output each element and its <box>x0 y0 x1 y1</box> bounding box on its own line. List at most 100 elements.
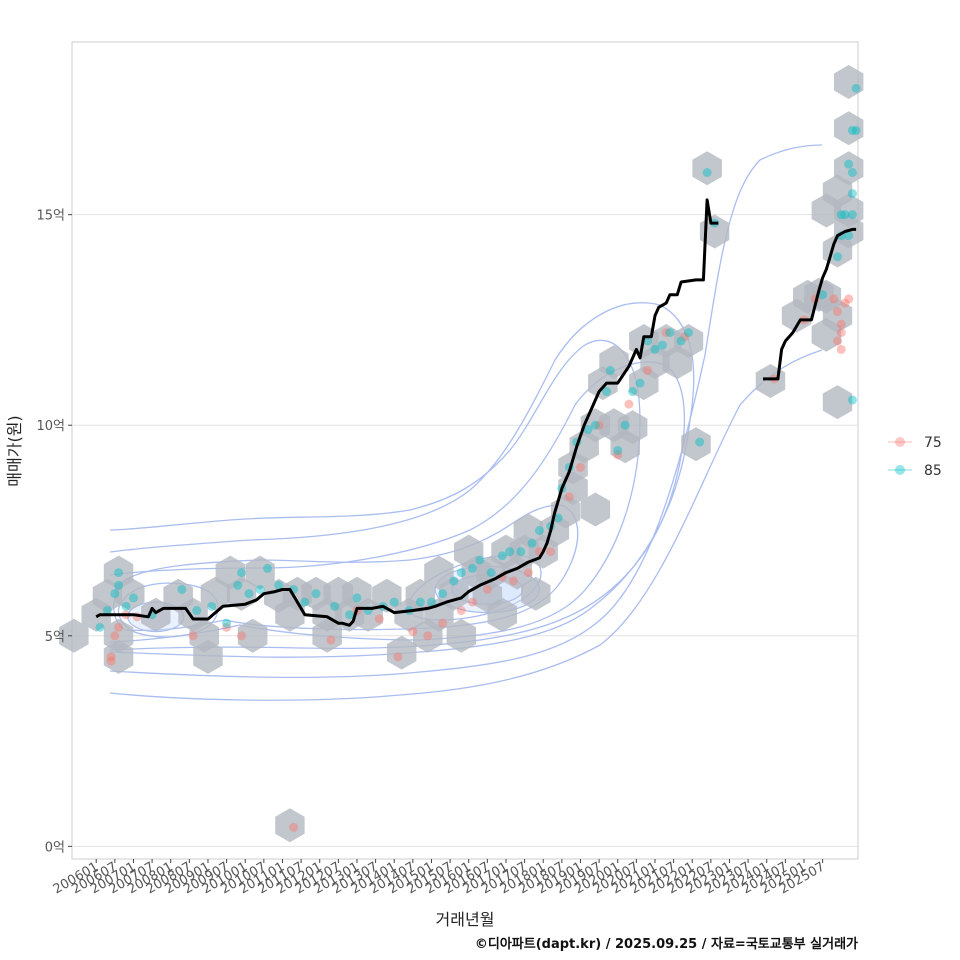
point-series-85 <box>467 563 477 573</box>
point-series-85 <box>110 589 120 599</box>
y-tick-label: 5억 <box>45 630 65 645</box>
point-series-85 <box>605 365 615 375</box>
hexbin <box>237 618 268 653</box>
hexbin <box>599 345 629 380</box>
point-series-75 <box>393 652 403 662</box>
hexbin <box>681 427 711 462</box>
point-series-85 <box>263 563 273 573</box>
point-series-85 <box>244 589 254 599</box>
hexbin <box>193 639 223 674</box>
point-series-85 <box>657 340 667 350</box>
point-series-85 <box>438 589 448 599</box>
legend-label-85: 85 <box>924 463 942 479</box>
point-series-85 <box>643 336 653 346</box>
point-series-75 <box>236 631 246 641</box>
point-series-75 <box>836 328 846 338</box>
point-series-85 <box>505 547 515 557</box>
point-series-85 <box>844 159 854 169</box>
point-series-85 <box>844 231 854 241</box>
density-contour <box>109 144 823 679</box>
point-series-75 <box>508 576 518 586</box>
point-series-85 <box>602 387 612 397</box>
point-series-85 <box>847 168 857 178</box>
legend: 75 85 <box>888 435 942 479</box>
point-series-75 <box>110 631 120 641</box>
point-series-75 <box>680 332 690 342</box>
point-series-75 <box>829 294 839 304</box>
point-series-85 <box>676 336 686 346</box>
point-series-75 <box>613 450 623 460</box>
trend-line-layer <box>95 198 857 627</box>
hexbin <box>387 635 417 670</box>
point-series-75 <box>467 597 477 607</box>
point-series-85 <box>192 606 202 616</box>
point-series-75 <box>326 635 336 645</box>
point-series-75 <box>833 336 843 346</box>
point-series-85 <box>345 610 355 620</box>
density-contour <box>109 349 823 701</box>
point-series-85 <box>583 424 593 434</box>
x-axis: 2006012006072007012007072008012008072009… <box>51 859 828 897</box>
point-series-85 <box>95 622 105 632</box>
trend-line <box>763 227 857 381</box>
y-axis: 0억 5억 10억 15억 <box>36 209 72 855</box>
hexbin <box>312 618 342 653</box>
point-series-85 <box>535 526 545 536</box>
y-tick-label: 0억 <box>45 840 65 855</box>
point-series-85 <box>352 593 362 603</box>
point-series-85 <box>426 597 436 607</box>
point-series-85 <box>665 328 675 338</box>
point-series-85 <box>456 568 466 578</box>
scatter-points <box>95 83 861 832</box>
point-series-85 <box>415 597 425 607</box>
point-series-85 <box>121 601 131 611</box>
hexbin <box>59 618 89 653</box>
point-series-75 <box>564 492 574 502</box>
point-series-85 <box>695 437 705 447</box>
point-series-85 <box>684 328 694 338</box>
legend-key-75 <box>895 437 905 447</box>
point-series-85 <box>207 601 217 611</box>
point-series-85 <box>128 593 138 603</box>
hexbin <box>617 410 648 445</box>
point-series-75 <box>594 420 604 430</box>
panel-background <box>71 41 859 860</box>
point-series-75 <box>836 344 846 354</box>
trend-line <box>95 198 719 627</box>
point-series-75 <box>188 631 198 641</box>
point-series-75 <box>438 618 448 628</box>
point-series-85 <box>818 290 828 300</box>
point-series-75 <box>624 399 634 409</box>
point-series-85 <box>840 210 850 220</box>
point-series-75 <box>456 606 466 616</box>
legend-label-75: 75 <box>924 435 942 451</box>
point-series-85 <box>255 584 265 594</box>
point-series-85 <box>847 125 857 135</box>
point-series-85 <box>833 252 843 262</box>
point-series-85 <box>300 597 310 607</box>
y-tick-label: 10억 <box>36 419 65 434</box>
point-series-75 <box>423 631 433 641</box>
hexbin <box>487 597 517 632</box>
point-series-75 <box>106 652 116 662</box>
point-series-75 <box>643 365 653 375</box>
point-series-85 <box>389 597 399 607</box>
point-series-85 <box>851 83 861 93</box>
point-series-85 <box>274 580 284 590</box>
point-series-75 <box>661 328 671 338</box>
point-series-85 <box>628 387 638 397</box>
point-series-85 <box>475 555 485 565</box>
point-series-75 <box>222 622 232 632</box>
point-series-85 <box>590 420 600 430</box>
point-series-85 <box>497 551 507 561</box>
point-series-85 <box>449 576 459 586</box>
point-series-85 <box>851 125 861 135</box>
hexbin <box>103 639 134 674</box>
hexbin <box>446 618 476 653</box>
point-series-85 <box>222 618 232 628</box>
hexbin <box>275 808 305 843</box>
point-series-75 <box>575 462 585 472</box>
point-series-85 <box>114 580 124 590</box>
hexbin <box>580 492 611 527</box>
point-series-75 <box>106 656 116 666</box>
